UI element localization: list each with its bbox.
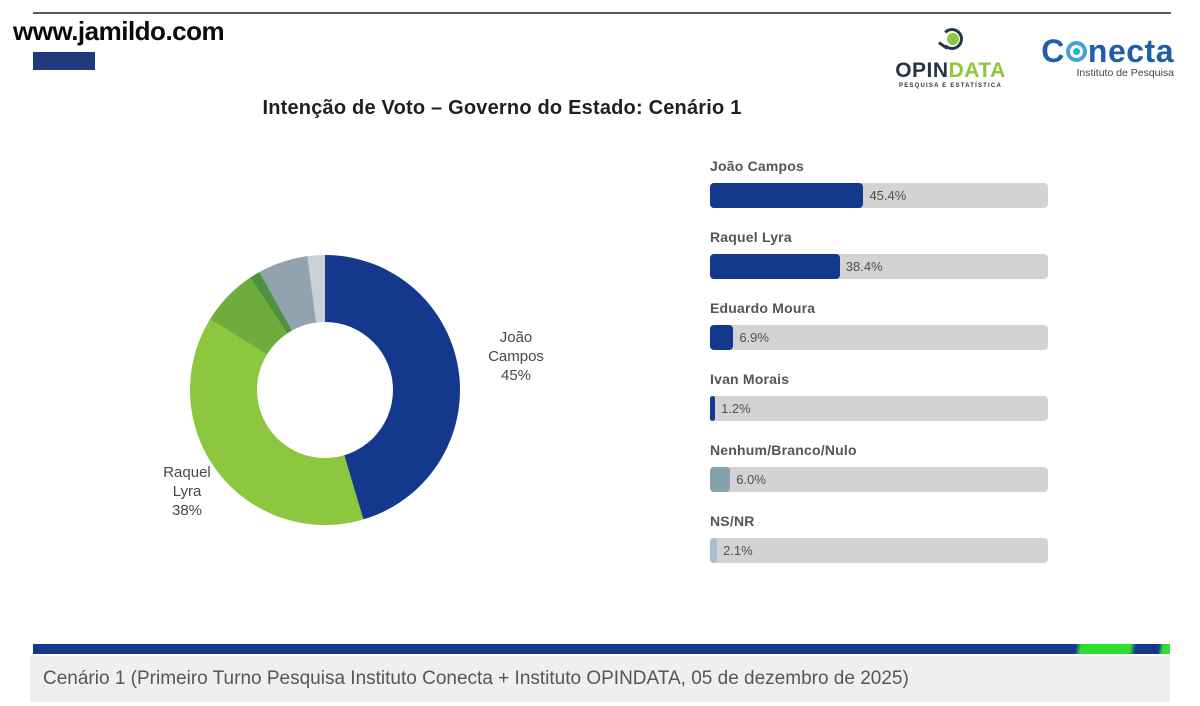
opindata-tagline: PESQUISA E ESTATÍSTICA [899, 83, 1002, 89]
bar-fill [710, 183, 864, 208]
bar-value-label: 1.2% [721, 401, 751, 416]
donut-label-raquel-lyra: Raquel Lyra 38% [132, 463, 242, 520]
donut-graphic [190, 255, 460, 525]
bar-category-label: NS/NR [710, 513, 755, 529]
bar-category-label: Eduardo Moura [710, 300, 816, 316]
bar-fill [710, 538, 718, 563]
bar-category-label: Ivan Morais [710, 371, 790, 387]
bar-row: Raquel Lyra 38.4% [710, 229, 1048, 279]
bar-category-label: João Campos [710, 158, 804, 174]
bar-fill [710, 254, 840, 279]
bar-row: NS/NR 2.1% [710, 513, 1048, 563]
opindata-name-dark: OPIN [895, 59, 949, 82]
bar-track: 45.4% [710, 183, 1048, 208]
bar-row: Nenhum/Branco/Nulo 6.0% [710, 442, 1048, 492]
donut-label-value: 38% [171, 502, 203, 519]
bar-category-label: Raquel Lyra [710, 229, 792, 245]
donut-label-value: 45% [500, 367, 532, 384]
magnifier-icon [937, 28, 964, 54]
conecta-lens-icon [1065, 40, 1087, 62]
donut-label-line: Campos [488, 348, 544, 365]
opindata-name-green: DATA [948, 59, 1006, 82]
donut-label-joao-campos: João Campos 45% [461, 328, 571, 385]
bar-fill [710, 396, 715, 421]
footer-caption: Cenário 1 (Primeiro Turno Pesquisa Insti… [43, 668, 909, 689]
bar-track: 2.1% [710, 538, 1048, 563]
bar-track: 1.2% [710, 396, 1048, 421]
bar-chart: João Campos 45.4% Raquel Lyra 38.4% Eduardo … [710, 158, 1048, 584]
conecta-letter-c: C [1041, 33, 1065, 69]
bar-track: 6.0% [710, 467, 1048, 492]
bar-track: 38.4% [710, 254, 1048, 279]
donut-label-line: João [499, 329, 533, 346]
bar-value-label: 45.4% [869, 188, 907, 203]
bar-row: João Campos 45.4% [710, 158, 1048, 208]
donut-label-line: Lyra [172, 483, 202, 500]
site-url-link[interactable]: www.jamildo.com [13, 16, 225, 46]
page-title: Intenção de Voto – Governo do Estado: Ce… [262, 97, 742, 119]
bar-track: 6.9% [710, 325, 1048, 350]
opindata-logo: OPINDATA PESQUISA E ESTATÍSTICA [888, 28, 1013, 89]
bar-value-label: 6.0% [736, 472, 766, 487]
footer-caption-band: Cenário 1 (Primeiro Turno Pesquisa Insti… [30, 656, 1170, 702]
bar-fill [710, 467, 731, 492]
bar-value-label: 6.9% [739, 330, 769, 345]
bar-category-label: Nenhum/Branco/Nulo [710, 442, 857, 458]
footer-accent-bar [33, 644, 1170, 654]
bar-fill [710, 325, 734, 350]
header-divider [33, 12, 1171, 14]
donut-label-line: Raquel [163, 464, 211, 481]
bar-value-label: 2.1% [723, 543, 753, 558]
bar-value-label: 38.4% [845, 259, 883, 274]
masthead-blue-chip [33, 52, 95, 70]
conecta-subtitle: Instituto de Pesquisa [1076, 67, 1174, 79]
bar-row: Ivan Morais 1.2% [710, 371, 1048, 421]
conecta-letters-rest: necta [1087, 33, 1174, 69]
opindata-wordmark: OPINDATA [888, 59, 1013, 82]
bar-row: Eduardo Moura 6.9% [710, 300, 1048, 350]
